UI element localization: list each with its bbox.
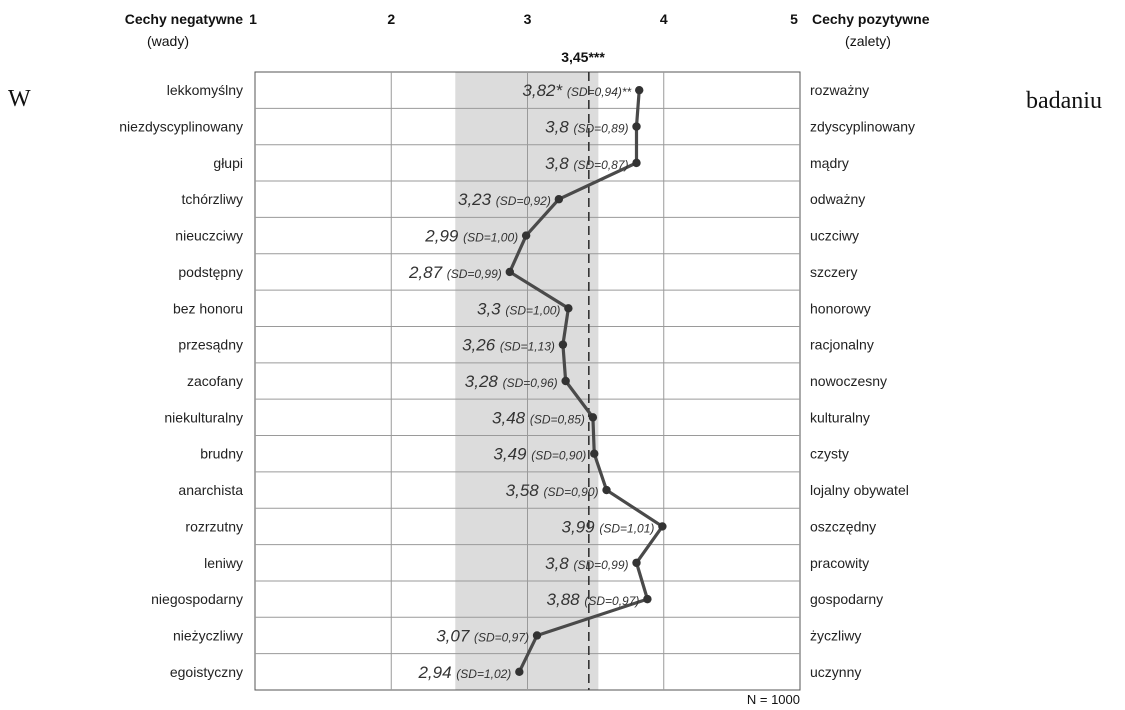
x-tick-label: 3	[524, 11, 532, 27]
positive-trait-label: szczery	[810, 264, 857, 280]
positive-trait-label: honorowy	[810, 300, 871, 316]
grid-layer: 1 2 3 4 5	[249, 11, 801, 691]
data-point	[554, 195, 564, 204]
negative-trait-label: przesądny	[178, 337, 243, 353]
data-point	[632, 558, 641, 567]
negative-trait-label: brudny	[200, 446, 243, 462]
positive-trait-label: gospodarny	[810, 591, 883, 607]
negative-trait-label: głupi	[213, 155, 243, 171]
positive-trait-label: uczynny	[810, 664, 861, 680]
data-label: 3,8 (SD=0,89)	[545, 118, 628, 137]
body-text-right: badaniu	[1026, 88, 1102, 114]
data-label: 3,8 (SD=0,87)	[545, 154, 628, 173]
positive-trait-label: nowoczesny	[810, 373, 887, 389]
data-label: 3,28 (SD=0,96)	[465, 372, 558, 391]
negative-trait-label: tchórzliwy	[182, 191, 243, 207]
data-point	[505, 267, 514, 277]
right-subheader: (zalety)	[845, 33, 891, 49]
x-tick-label: 2	[387, 11, 395, 27]
data-label: 3,48 (SD=0,85)	[492, 408, 585, 427]
data-point	[602, 485, 611, 495]
data-label: 3,49 (SD=0,90)	[493, 445, 586, 464]
x-tick-label: 1	[249, 11, 257, 27]
data-point	[532, 631, 542, 640]
negative-trait-label: podstępny	[178, 264, 243, 280]
data-label: 3,99 (SD=1,01)	[562, 517, 655, 536]
data-point	[515, 667, 524, 677]
series-layer: 3,82* (SD=0,94)** 3,8 (SD=0,89) 3,8 (SD=0,…	[408, 81, 667, 682]
right-header: Cechy pozytywne	[812, 11, 930, 27]
negative-trait-label: niegospodarny	[151, 591, 243, 607]
negative-trait-label: egoistyczny	[170, 664, 243, 680]
positive-trait-label: kulturalny	[810, 409, 870, 425]
data-point	[658, 522, 667, 531]
positive-trait-label: lojalny obywatel	[810, 482, 909, 498]
data-label: 2,99 (SD=1,00)	[424, 227, 518, 246]
positive-trait-label: mądry	[810, 155, 849, 171]
negative-trait-label: anarchista	[178, 482, 243, 498]
negative-trait-label: zacofany	[187, 373, 243, 389]
data-point	[632, 158, 641, 168]
left-subheader: (wady)	[147, 33, 189, 49]
data-point	[521, 231, 531, 240]
negative-trait-label: bez honoru	[173, 300, 243, 316]
data-label: 3,8 (SD=0,99)	[545, 554, 628, 573]
negative-trait-label: rozrzutny	[185, 518, 243, 534]
sample-size-note: N = 1000	[747, 692, 800, 707]
data-point	[561, 376, 570, 386]
left-header: Cechy negatywne	[125, 11, 243, 27]
data-point	[558, 340, 568, 349]
positive-trait-label: odważny	[810, 191, 865, 207]
data-label: 3,26 (SD=1,13)	[462, 336, 555, 355]
positive-trait-label: czysty	[810, 446, 849, 462]
negative-trait-label: niezdyscyplinowany	[119, 119, 243, 135]
data-label: 3,07 (SD=0,97)	[436, 626, 529, 645]
x-tick-label: 5	[790, 11, 798, 27]
negative-trait-label: lekkomyślny	[167, 82, 243, 98]
data-point	[643, 594, 652, 604]
band-layer	[455, 72, 599, 690]
x-tick-label: 4	[660, 11, 668, 27]
mean-label: 3,45***	[561, 49, 605, 65]
negative-trait-label: leniwy	[204, 555, 243, 571]
positive-trait-label: rozważny	[810, 82, 869, 98]
data-label: 2,87 (SD=0,99)	[408, 263, 502, 282]
negative-trait-label: nieuczciwy	[175, 228, 243, 244]
negative-trait-label: nieżyczliwy	[173, 627, 243, 643]
data-point	[564, 304, 573, 313]
positive-trait-label: pracowity	[810, 555, 869, 571]
positive-trait-label: zdyscyplinowany	[810, 119, 915, 135]
data-label: 3,3 (SD=1,00)	[477, 299, 560, 318]
data-label: 3,88 (SD=0,97)	[547, 590, 640, 609]
positive-trait-label: życzliwy	[810, 627, 861, 643]
data-point	[590, 449, 599, 458]
data-label: 3,23 (SD=0,92)	[458, 190, 551, 209]
positive-trait-label: oszczędny	[810, 518, 876, 534]
data-point	[632, 122, 641, 131]
data-label: 2,94 (SD=1,02)	[417, 663, 511, 682]
positive-trait-label: uczciwy	[810, 228, 859, 244]
data-point	[588, 413, 598, 422]
positive-trait-label: racjonalny	[810, 337, 874, 353]
negative-trait-label: niekulturalny	[164, 409, 243, 425]
shaded-band	[455, 72, 599, 690]
data-label: 3,82* (SD=0,94)**	[522, 81, 631, 100]
data-point	[635, 85, 644, 95]
labels-layer: lekkomyślny rozważny niezdyscyplinowany zdy…	[119, 82, 915, 680]
body-text-left: W	[8, 86, 31, 112]
data-label: 3,58 (SD=0,90)	[506, 481, 599, 500]
header-layer: Cechy negatywne (wady) Cechy pozytywne (…	[125, 11, 930, 707]
